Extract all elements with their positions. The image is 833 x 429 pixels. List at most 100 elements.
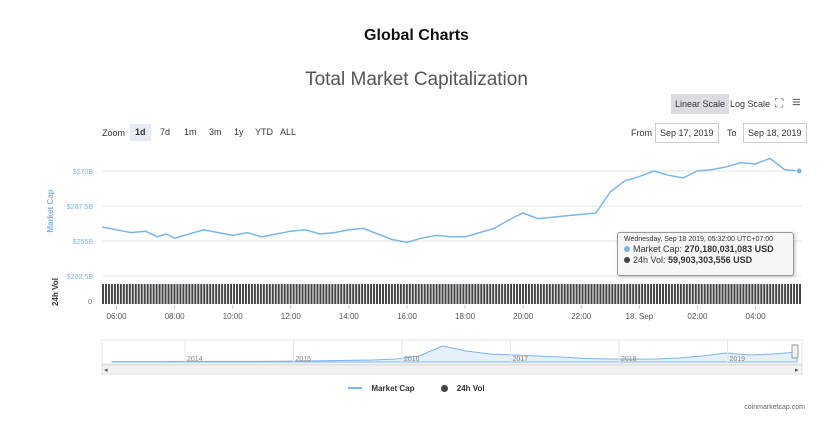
navigator-scrollbar[interactable] [101, 364, 803, 375]
volume-bar [519, 284, 521, 304]
credits-link[interactable]: coinmarketcap.com [744, 404, 805, 411]
volume-bar [766, 284, 769, 304]
volume-bar [662, 284, 664, 304]
volume-bar [134, 284, 137, 304]
from-date-input[interactable]: Sep 17, 2019 [655, 123, 719, 143]
volume-bar [307, 284, 310, 304]
volume-bar [352, 284, 355, 304]
zoom-1y-button[interactable]: 1y [234, 127, 244, 137]
volume-bar [411, 284, 414, 304]
volume-bar [215, 284, 218, 304]
x-tick-label-5: 16:00 [397, 312, 418, 321]
volume-bar [572, 284, 575, 304]
vol-axis-tick-0: 0 [88, 299, 92, 306]
x-tick-label-2: 10:00 [223, 312, 244, 321]
log-scale-button[interactable]: Log Scale [730, 99, 771, 109]
volume-bar [399, 284, 402, 304]
linear-scale-button[interactable]: Linear Scale [671, 94, 730, 114]
navigator-year-label-2: 2016 [404, 356, 420, 363]
volume-bar [301, 284, 304, 304]
volume-bar [667, 284, 670, 304]
navigator[interactable]: 2014 2015 2016 2017 2018 2019 ◂ ▸ [101, 339, 803, 375]
volume-bar [527, 284, 530, 304]
volume-bar [516, 284, 519, 304]
zoom-1m-button[interactable]: 1m [184, 127, 197, 137]
volume-bar [551, 284, 554, 304]
volume-bar [670, 284, 673, 304]
volume-bar [471, 284, 474, 304]
volume-bar [468, 284, 471, 304]
scroll-right-arrow-icon[interactable]: ▸ [795, 367, 799, 374]
volume-bar [325, 284, 328, 304]
volume-bar [548, 284, 551, 304]
volume-bar [584, 284, 587, 304]
fullscreen-icon[interactable]: ⛶ [775, 96, 784, 110]
scroll-left-arrow-icon[interactable]: ◂ [104, 367, 108, 374]
x-tick-label-8: 22:00 [571, 312, 592, 321]
volume-bar [298, 284, 301, 304]
volume-bar [230, 284, 233, 304]
x-tick-label-7: 20:00 [513, 312, 534, 321]
volume-bar [673, 284, 676, 304]
navigator-year-label-1: 2015 [296, 356, 312, 363]
volume-bar [265, 284, 268, 304]
zoom-all-button[interactable]: ALL [280, 127, 297, 137]
volume-bar [188, 284, 191, 304]
volume-bar [146, 284, 149, 304]
volume-bar [757, 284, 760, 304]
chart-title: Total Market Capitalization [305, 69, 528, 90]
volume-bar [221, 284, 224, 304]
volume-bar [441, 284, 444, 304]
volume-bar [632, 284, 635, 304]
legend-item-24h-vol[interactable]: 24h Vol [435, 384, 491, 393]
volume-bar [262, 284, 265, 304]
volume-bar [212, 284, 215, 304]
volume-bar [313, 284, 316, 304]
volume-bar [748, 284, 751, 304]
volume-bar [691, 284, 694, 304]
volume-bar [104, 284, 107, 304]
volume-bar [465, 284, 468, 304]
volume-bar [402, 284, 405, 304]
volume-bar [191, 284, 194, 304]
volume-bar [122, 284, 125, 304]
volume-bar [530, 284, 533, 304]
volume-bar [444, 284, 447, 304]
volume-bar [769, 284, 772, 304]
volume-bar [102, 284, 104, 304]
volume-bar [379, 284, 381, 304]
volume-bar [429, 284, 432, 304]
volume-bar [268, 284, 271, 304]
hamburger-menu-icon[interactable]: ≡ [792, 94, 801, 111]
volume-bar [644, 284, 647, 304]
volume-bar [653, 284, 656, 304]
grid [102, 170, 802, 277]
volume-bar [170, 284, 173, 304]
volume-bar [328, 284, 331, 304]
volume-bar [569, 284, 572, 304]
volume-bar [462, 284, 465, 304]
volume-bar [173, 284, 176, 304]
zoom-7d-button[interactable]: 7d [160, 127, 171, 137]
zoom-ytd-button[interactable]: YTD [255, 127, 273, 137]
volume-bar [113, 284, 116, 304]
volume-bar [781, 284, 784, 304]
navigator-handle[interactable] [791, 344, 799, 359]
volume-bars [102, 284, 801, 304]
volume-bar [384, 284, 387, 304]
volume-bar [596, 284, 599, 304]
volume-bar [659, 284, 661, 304]
volume-bar [742, 284, 745, 304]
zoom-1d-button[interactable]: 1d [130, 124, 151, 141]
volume-bar [271, 284, 274, 304]
volume-bar [247, 284, 250, 304]
to-date-input[interactable]: Sep 18, 2019 [743, 123, 807, 143]
volume-bar [331, 284, 334, 304]
zoom-3m-button[interactable]: 3m [209, 127, 222, 137]
volume-bar [578, 284, 581, 304]
volume-bar [495, 284, 498, 304]
legend-item-market-cap[interactable]: Market Cap [342, 384, 420, 393]
volume-bar [510, 284, 513, 304]
volume-bar [164, 284, 167, 304]
volume-bar [167, 284, 170, 304]
